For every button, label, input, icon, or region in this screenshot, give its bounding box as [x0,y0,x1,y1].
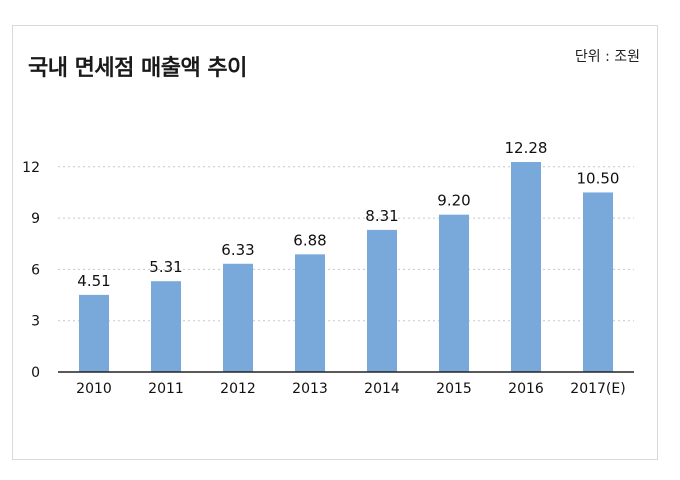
y-tick-label: 0 [31,365,40,381]
bar-2017(E) [583,192,613,372]
x-tick-label: 2011 [148,381,184,397]
value-label: 9.20 [437,192,470,210]
bar-2014 [367,229,397,372]
y-tick-label: 3 [31,314,40,330]
y-tick-label: 9 [31,211,40,227]
y-tick-label: 12 [22,160,40,176]
x-tick-label: 2017(E) [570,381,625,397]
chart-title: 국내 면세점 매출액 추이 [28,56,247,81]
value-label: 6.88 [293,231,326,249]
x-tick-label: 2013 [292,381,328,397]
value-label: 10.50 [577,169,620,187]
y-tick-label: 6 [31,262,40,278]
value-labels: 4.51 5.31 6.33 6.88 8.31 9.20 12.28 10.50 [77,139,619,290]
value-label: 8.31 [365,207,398,225]
value-label: 6.33 [221,241,254,259]
bar-2012 [223,263,253,372]
bar-2010 [79,294,109,372]
x-tick-label: 2015 [436,381,472,397]
bar-2016 [511,162,541,372]
chart-frame [12,25,658,460]
gridlines [58,166,634,322]
bar-2013 [295,254,325,372]
x-tick-label: 2014 [364,381,400,397]
bar-2011 [151,281,181,372]
x-tick-label: 2012 [220,381,256,397]
unit-label: 단위 : 조원 [574,49,640,65]
bar-2015 [439,214,469,372]
value-label: 5.31 [149,258,182,276]
y-axis-ticks: 0 3 6 9 12 [22,160,40,381]
x-tick-label: 2010 [76,381,112,397]
value-label: 12.28 [505,139,548,157]
x-axis-ticks: 2010 2011 2012 2013 2014 2015 2016 2017(E) [76,381,626,397]
bars [79,162,613,372]
x-tick-label: 2016 [508,381,544,397]
value-label: 4.51 [77,272,110,290]
